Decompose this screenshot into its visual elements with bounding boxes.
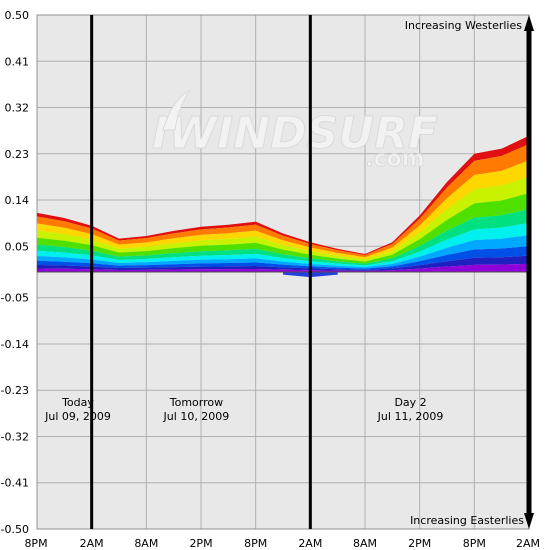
day-date-label: Jul 10, 2009 [163,410,230,423]
iwindsurf-watermark: IWINDSURF.com [152,89,438,173]
x-tick-label: 2AM [516,537,540,550]
x-tick-label: 2AM [80,537,104,550]
day-date-label: Jul 11, 2009 [377,410,444,423]
wind-band [37,263,529,272]
y-tick-label: -0.23 [1,384,29,397]
day-name-label: Tomorrow [169,396,223,409]
wind-band [37,209,529,266]
x-tick-label: 8PM [244,537,267,550]
arrow-down-head [524,513,534,529]
x-tick-label: 2PM [189,537,212,550]
y-axis-tick-labels: 0.50 0.41 0.32 0.23 0.14 0.05 -0.05 -0.14 -0.23 -… [1,9,29,536]
easterlies-label: Increasing Easterlies [410,514,524,527]
x-tick-label: 2PM [408,537,431,550]
y-tick-label: 0.32 [5,102,30,115]
day-name-label: Day 2 [394,396,426,409]
y-tick-label: -0.05 [1,292,29,305]
y-tick-label: -0.14 [1,338,29,351]
y-tick-label: -0.41 [1,477,29,490]
y-tick-label: 0.50 [5,9,30,22]
y-tick-label: 0.05 [5,240,30,253]
arrow-up-head [524,15,534,31]
wind-band [37,246,529,270]
y-tick-label: -0.50 [1,523,29,536]
wind-band [37,222,529,268]
watermark-text: IWINDSURF [152,108,438,159]
day-name-label: Today [61,396,94,409]
x-tick-label: 8AM [134,537,158,550]
y-tick-label: -0.32 [1,430,29,443]
watermark-sail [162,89,191,131]
x-tick-label: 8PM [24,537,47,550]
x-tick-label: 8PM [463,537,486,550]
x-axis-tick-labels: 8PM 2AM 8AM 2PM 8PM 2AM 8AM 2PM 8PM 2AM [24,537,540,550]
wind-band [37,255,529,271]
y-tick-label: 0.23 [5,148,30,161]
y-tick-label: 0.41 [5,55,30,68]
direction-arrow [524,15,534,529]
wind-band [37,235,529,269]
x-tick-label: 2AM [298,537,322,550]
day-date-label: Jul 09, 2009 [44,410,111,423]
y-tick-label: 0.14 [5,194,30,207]
watermark-sub-text: .com [365,147,424,172]
westerlies-label: Increasing Westerlies [405,19,523,32]
x-tick-label: 8AM [353,537,377,550]
day-separators [90,15,312,529]
